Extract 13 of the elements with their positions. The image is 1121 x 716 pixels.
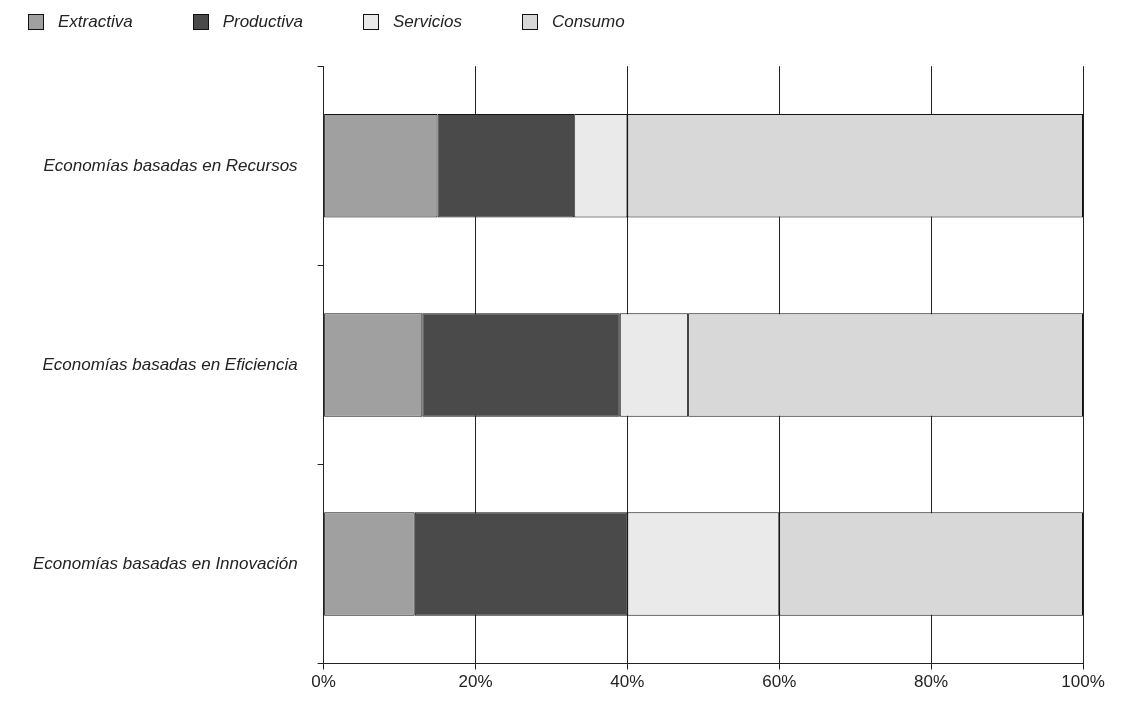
legend-label: Servicios: [392, 12, 462, 32]
y-tick-label: Economías basadas en Innovación: [33, 553, 298, 573]
x-tick-label: 100%: [1061, 672, 1105, 692]
x-tick-label: 0%: [311, 672, 336, 692]
legend-label: Productiva: [222, 12, 303, 32]
y-tick-label: Economías basadas en Eficiencia: [42, 354, 298, 374]
legend-label: Extractiva: [58, 12, 133, 32]
y-tick-label: Economías basadas en Recursos: [43, 155, 299, 175]
x-tick-label: 80%: [914, 672, 949, 692]
x-tick-label: 20%: [458, 672, 493, 692]
legend-label: Consumo: [551, 12, 625, 32]
x-tick-label: 60%: [762, 672, 797, 692]
x-tick-label: 40%: [610, 672, 645, 692]
